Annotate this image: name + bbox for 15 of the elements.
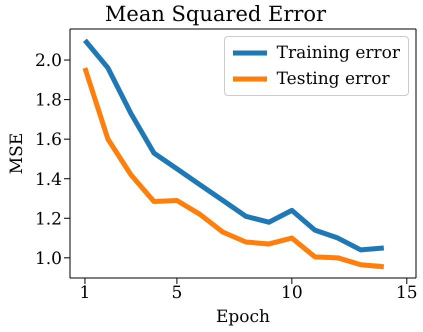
legend-label: Testing error: [276, 69, 390, 89]
x-tick-label: 1: [80, 283, 90, 304]
x-axis-title: Epoch: [216, 307, 270, 327]
x-tick-label: 5: [171, 283, 182, 304]
y-axis-title: MSE: [7, 132, 28, 174]
x-tick-label: 10: [281, 283, 303, 304]
x-tick-label: 15: [396, 283, 418, 304]
y-tick-label: 1.2: [34, 209, 62, 230]
y-tick-label: 1.8: [34, 90, 62, 111]
y-tick-label: 1.4: [34, 170, 62, 190]
y-tick-label: 2.0: [34, 51, 62, 72]
chart-title: Mean Squared Error: [104, 2, 328, 26]
y-tick-label: 1.6: [34, 130, 62, 150]
legend-label: Training error: [276, 43, 400, 63]
y-tick-label: 1.0: [34, 248, 62, 269]
